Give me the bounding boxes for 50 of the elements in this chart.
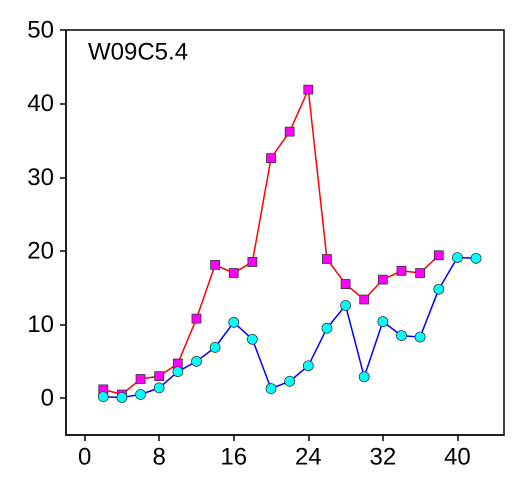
y-tick-label: 0 bbox=[40, 384, 54, 412]
point bbox=[303, 84, 314, 95]
point bbox=[191, 356, 202, 367]
point bbox=[228, 316, 240, 328]
point bbox=[340, 300, 351, 311]
point bbox=[172, 366, 184, 378]
x-tick-label: 0 bbox=[78, 444, 92, 470]
x-tick-label: 32 bbox=[370, 444, 396, 470]
point bbox=[154, 371, 164, 381]
point bbox=[358, 371, 370, 382]
point bbox=[433, 284, 444, 295]
point bbox=[136, 374, 146, 384]
point bbox=[340, 279, 350, 289]
point bbox=[470, 252, 482, 264]
point bbox=[322, 322, 332, 334]
point bbox=[284, 126, 295, 137]
annotation: W09C5.4 bbox=[88, 38, 188, 66]
point bbox=[359, 294, 370, 304]
point bbox=[302, 360, 314, 372]
point bbox=[266, 383, 276, 394]
point bbox=[377, 316, 388, 327]
x-tick-label: 40 bbox=[444, 444, 471, 470]
point bbox=[322, 254, 332, 264]
point bbox=[154, 382, 165, 394]
point bbox=[415, 268, 426, 278]
point bbox=[246, 334, 258, 345]
y-tick-label: 20 bbox=[27, 237, 54, 264]
point bbox=[452, 252, 463, 263]
point bbox=[116, 392, 128, 403]
point bbox=[192, 314, 202, 324]
point bbox=[98, 391, 109, 402]
point bbox=[266, 153, 276, 164]
point bbox=[284, 376, 296, 387]
point bbox=[414, 332, 426, 342]
y-tick-label: 40 bbox=[27, 90, 54, 118]
point bbox=[228, 268, 239, 278]
point bbox=[210, 342, 221, 353]
point bbox=[135, 389, 146, 400]
point bbox=[396, 330, 407, 341]
x-tick-label: 16 bbox=[220, 444, 248, 470]
x-tick-label: 8 bbox=[152, 444, 166, 470]
point bbox=[378, 274, 388, 285]
y-tick-label: 10 bbox=[27, 311, 54, 338]
point bbox=[434, 250, 444, 260]
y-tick-label: 30 bbox=[27, 164, 54, 191]
point bbox=[247, 257, 258, 267]
y-tick-label: 50 bbox=[27, 16, 54, 44]
x-tick-label: 24 bbox=[294, 444, 322, 470]
point bbox=[396, 266, 406, 276]
point bbox=[210, 260, 220, 270]
